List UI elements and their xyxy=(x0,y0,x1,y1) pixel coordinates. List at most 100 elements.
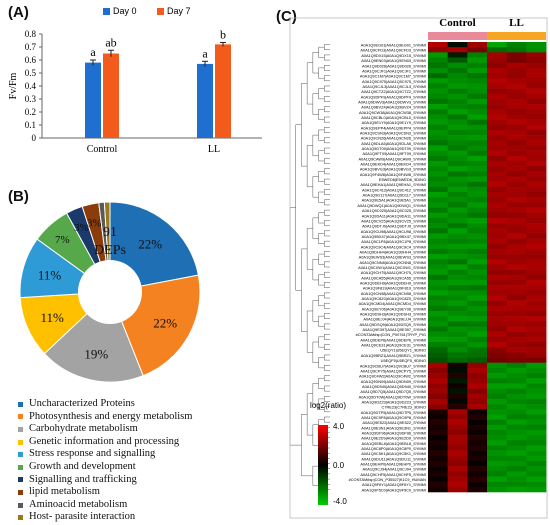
legend-swatch xyxy=(18,489,23,495)
heatmap-cell xyxy=(506,279,527,286)
heatmap-cell xyxy=(428,357,448,363)
pie-legend-item: Genetic information and processing xyxy=(18,436,192,449)
y-tick-label: 0 xyxy=(32,133,37,143)
heatmap-cell xyxy=(467,466,488,472)
heatmap-cell xyxy=(428,145,448,151)
heatmap-cell xyxy=(447,367,468,374)
heatmap-cell xyxy=(428,166,448,172)
heatmap-cell xyxy=(506,119,527,126)
dendrogram-branch xyxy=(324,137,330,144)
heatmap-cell xyxy=(526,52,547,58)
heatmap-cell xyxy=(428,486,448,493)
heatmap-cell xyxy=(428,47,448,53)
heatmap-cell xyxy=(506,104,527,110)
heatmap-cell xyxy=(428,228,448,234)
heatmap-cell xyxy=(447,124,468,131)
heatmap-cell xyxy=(487,254,507,260)
heatmap-cell xyxy=(526,295,547,301)
heatmap-cell xyxy=(467,424,488,431)
row-label: A0A1Q9DHH4|A0A1Q9DHH4_SYMMI xyxy=(359,249,426,254)
heatmap-cell xyxy=(506,300,527,307)
heatmap-cell xyxy=(447,67,468,74)
heatmap-cell xyxy=(506,42,527,48)
heatmap-cell xyxy=(526,357,547,363)
heatmap-cell xyxy=(447,440,468,446)
heatmap-cell xyxy=(447,140,468,146)
dendrogram-branch xyxy=(312,217,319,239)
dendrogram-branch xyxy=(318,274,325,286)
heatmap-cell xyxy=(526,310,547,317)
heatmap-cell xyxy=(487,176,507,182)
heatmap-cell xyxy=(487,212,507,219)
heatmap-cell xyxy=(428,42,448,48)
heatmap-cell xyxy=(447,135,468,141)
heatmap-cell xyxy=(467,83,488,89)
row-label: A0A1Q9CBL0|A0A1Q9CBL0_SYMMI xyxy=(361,115,426,120)
dendrogram-branch xyxy=(324,178,330,185)
row-label: A0A1Q9CHF5|A0A1Q9CHF5_SYMMI xyxy=(360,472,426,477)
heatmap-cell xyxy=(467,279,488,286)
color-scale-title: log2(ratio) xyxy=(310,401,346,410)
heatmap-cell xyxy=(526,192,547,198)
row-label: A0A1Q9CMD4|A0A1Q9CMD4_SYMMI xyxy=(359,301,426,306)
heatmap-cell xyxy=(428,404,448,410)
dendrogram-branch xyxy=(324,375,330,382)
heatmap-cell xyxy=(467,460,488,467)
pie-legend-label: lipid metabolism xyxy=(29,486,100,498)
heatmap-cell xyxy=(526,217,547,224)
heatmap-cell xyxy=(526,367,547,374)
heatmap-cell xyxy=(506,57,527,63)
pie-legend-item: lipid metabolism xyxy=(18,486,192,499)
heatmap-cell xyxy=(467,342,488,348)
heatmap-cell xyxy=(447,429,468,436)
heatmap-cell xyxy=(467,383,488,389)
bar xyxy=(215,44,231,138)
row-label: A0A1Q9CNN8|A0A1Q9CNN8_SYMMI xyxy=(359,260,426,265)
row-label: A0A1Q9EN03|A0A1Q9EN03_SYMMI xyxy=(361,58,426,63)
heatmap-cell xyxy=(526,228,547,234)
heatmap-cell xyxy=(506,352,527,358)
heatmap-cell xyxy=(487,388,507,395)
panel-label-c: (C) xyxy=(276,8,297,25)
bar xyxy=(85,62,101,138)
heatmap-cell xyxy=(447,300,468,307)
heatmap-cell xyxy=(487,393,507,400)
heatmap-cell xyxy=(428,88,448,95)
heatmap-cell xyxy=(467,471,488,477)
heatmap-cell xyxy=(526,383,547,389)
dendrogram-branch xyxy=(324,116,330,123)
dendrogram-branch xyxy=(324,406,330,413)
heatmap-cell xyxy=(428,119,448,126)
heatmap-cell xyxy=(506,476,527,482)
heatmap-cell xyxy=(467,98,488,105)
heatmap-cell xyxy=(428,52,448,58)
heatmap-cell xyxy=(467,404,488,410)
heatmap-cell xyxy=(487,398,507,405)
y-tick-label: 0.2 xyxy=(25,107,36,117)
heatmap-cell xyxy=(428,435,448,441)
heatmap-cell xyxy=(447,321,468,327)
dendrogram-branch xyxy=(312,93,319,115)
heatmap-cell xyxy=(447,398,468,405)
row-label: A0A1Q9C9P8|A0A1Q9C9P8_SYMMI xyxy=(361,415,426,420)
heatmap-cell xyxy=(526,378,547,384)
heatmap-cell xyxy=(487,305,507,312)
heatmap-cell xyxy=(428,393,448,400)
heatmap-cell xyxy=(506,310,527,317)
heatmap-cell xyxy=(467,93,488,100)
heatmap-cell xyxy=(487,186,507,193)
row-label: A0A1Q9DT09|A0A1Q9DT09_SYMMI xyxy=(362,146,426,151)
heatmap-cell xyxy=(447,186,468,193)
heatmap-cell xyxy=(467,202,488,208)
heatmap-cell xyxy=(506,409,527,415)
heatmap-cell xyxy=(467,135,488,141)
heatmap-cell xyxy=(526,124,547,131)
heatmap-cell xyxy=(506,342,527,348)
pie-legend-item: Growth and development xyxy=(18,461,192,474)
heatmap-cell xyxy=(428,140,448,146)
heatmap-cell xyxy=(467,233,488,239)
legend-swatch xyxy=(18,464,23,470)
heatmap-cell xyxy=(526,409,547,415)
heatmap-cell xyxy=(487,404,507,410)
legend-swatch xyxy=(18,401,23,407)
